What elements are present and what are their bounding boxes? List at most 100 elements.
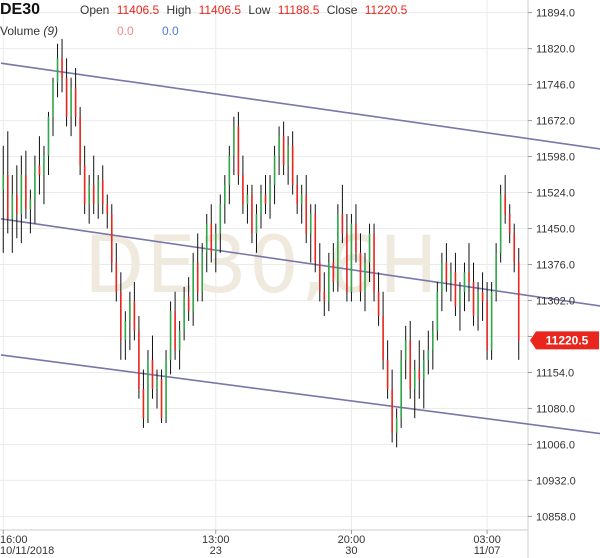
candle-body — [106, 204, 109, 214]
candle — [88, 175, 90, 224]
candle-body — [291, 145, 294, 185]
candle — [2, 145, 5, 253]
candle-body — [255, 213, 258, 234]
candle-body — [368, 233, 371, 263]
candle — [138, 316, 140, 399]
channel-line-lower — [0, 354, 600, 435]
candle — [92, 155, 95, 214]
candle — [6, 131, 9, 234]
volume-value-1-text: 0.0 — [117, 24, 134, 38]
candle-body — [219, 204, 222, 234]
candle — [47, 111, 50, 176]
y-tick-label: 11820.0 — [536, 44, 575, 56]
candle-body — [350, 223, 353, 292]
candle — [56, 43, 59, 98]
candle-body — [237, 126, 240, 176]
candle-body — [305, 194, 308, 234]
close-value: 11220.5 — [364, 3, 408, 17]
candle-body — [129, 301, 131, 321]
candle — [373, 223, 375, 302]
channel-line-middle — [0, 218, 600, 307]
candle — [296, 175, 298, 214]
candle-body — [11, 194, 14, 219]
candle — [395, 408, 398, 448]
last-price-badge-shape — [530, 331, 599, 350]
volume-header: Volume (9) — [0, 24, 58, 38]
open-label: Open — [80, 3, 110, 17]
candle-body — [70, 87, 72, 117]
candle-body — [214, 233, 217, 253]
x-tick-date: 10/11/2018 — [0, 545, 54, 557]
candle-body — [47, 116, 50, 156]
candle-body — [386, 359, 389, 389]
candle-body — [88, 184, 90, 205]
candle-body — [16, 194, 18, 214]
low-label: Low — [248, 3, 271, 17]
volume-label: Volume — [0, 24, 41, 38]
candle — [43, 145, 45, 205]
high-value: 11406.5 — [198, 3, 242, 17]
candle — [432, 320, 434, 370]
candle — [477, 282, 479, 331]
candle — [486, 282, 488, 360]
candle — [20, 155, 23, 244]
x-tick-date: 23 — [210, 545, 222, 557]
candle-body — [120, 291, 122, 341]
candle — [38, 136, 41, 195]
candle-body — [418, 369, 421, 380]
candle — [101, 165, 104, 214]
candle-body — [337, 213, 339, 283]
candle — [106, 194, 109, 229]
candle — [214, 223, 217, 273]
candle-body — [413, 369, 416, 389]
candle-body — [251, 194, 253, 234]
candle-body — [228, 155, 231, 185]
candle — [52, 77, 54, 137]
candle-body — [233, 126, 235, 156]
x-tick-time: 20:00 — [338, 534, 366, 546]
candle — [427, 330, 430, 375]
candle — [160, 369, 163, 424]
y-tick-label: 11524.0 — [536, 188, 575, 200]
candle — [508, 204, 511, 244]
candle — [513, 223, 516, 273]
candle — [65, 58, 68, 127]
candle-body — [481, 291, 484, 302]
candle — [368, 223, 371, 283]
x-tick-date: 30 — [345, 545, 357, 557]
candle-body — [43, 155, 45, 176]
candle-body — [323, 291, 326, 302]
candle — [196, 233, 199, 302]
candle — [25, 150, 27, 219]
candle — [233, 116, 235, 176]
symbol-name: DE30 — [0, 1, 41, 18]
candle-body — [56, 58, 59, 83]
candle-body — [468, 272, 470, 283]
candle — [418, 340, 421, 399]
candle — [300, 184, 303, 224]
candle-body — [20, 175, 23, 214]
candle-body — [404, 340, 407, 360]
channel-lines — [0, 62, 600, 435]
candle — [409, 320, 412, 399]
candle-body — [196, 262, 199, 292]
candle — [314, 204, 317, 273]
candle-body — [300, 194, 303, 205]
candle — [251, 184, 253, 244]
candle-body — [477, 291, 479, 317]
candle — [246, 184, 249, 224]
y-tick-label: 11746.0 — [536, 80, 575, 92]
candle — [454, 252, 457, 317]
candle-body — [65, 77, 68, 117]
candle-body — [441, 262, 443, 292]
y-tick-label: 11450.0 — [536, 224, 575, 236]
candle — [413, 359, 416, 419]
candle — [273, 145, 276, 205]
candle-body — [210, 223, 213, 253]
candle — [29, 189, 32, 234]
candle — [219, 194, 222, 253]
candle-body — [459, 291, 461, 307]
low-value: 11188.5 — [277, 3, 320, 17]
candle-body — [495, 252, 497, 292]
